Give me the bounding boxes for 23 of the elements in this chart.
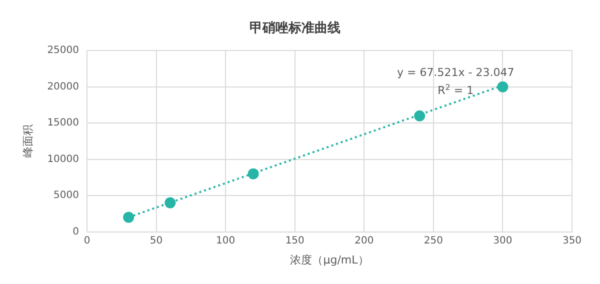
x-tick-label: 200 — [354, 235, 374, 246]
y-axis-title: 峰面积 — [21, 124, 34, 158]
y-tick-label: 25000 — [47, 45, 80, 56]
x-tick-label: 250 — [424, 235, 443, 246]
x-tick-label: 100 — [216, 235, 236, 246]
x-tick-label: 150 — [285, 235, 304, 246]
y-tick-label: 0 — [72, 226, 80, 238]
point — [248, 168, 259, 180]
chart-title: 甲硝唑标准曲线 — [250, 20, 340, 36]
x-tick-label: 300 — [493, 235, 512, 246]
y-tick-label: 20000 — [47, 81, 80, 92]
y-tick-label: 5000 — [54, 190, 80, 202]
point — [164, 197, 176, 208]
x-tick-label: 50 — [150, 235, 163, 246]
annotation: y = 67.521x - 23.047 — [397, 66, 514, 79]
x-tick-label: 0 — [84, 235, 90, 246]
y-tick-label: 15000 — [47, 118, 80, 129]
point — [497, 81, 508, 92]
x-axis-title: 浓度（μg/mL） — [290, 253, 369, 266]
x-tick-label: 350 — [562, 235, 582, 246]
point — [123, 212, 134, 223]
y-tick-label: 10000 — [47, 154, 80, 165]
point — [414, 110, 426, 122]
